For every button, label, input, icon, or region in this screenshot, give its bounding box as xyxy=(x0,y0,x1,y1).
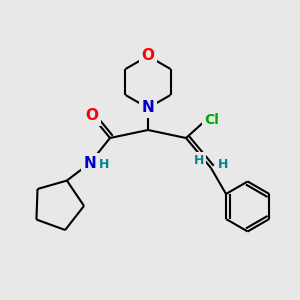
Text: H: H xyxy=(99,158,109,172)
Text: N: N xyxy=(84,155,96,170)
Text: Cl: Cl xyxy=(205,113,219,127)
Text: H: H xyxy=(218,158,228,172)
Text: O: O xyxy=(85,109,98,124)
Text: N: N xyxy=(142,100,154,116)
Text: O: O xyxy=(142,49,154,64)
Text: H: H xyxy=(194,154,204,166)
